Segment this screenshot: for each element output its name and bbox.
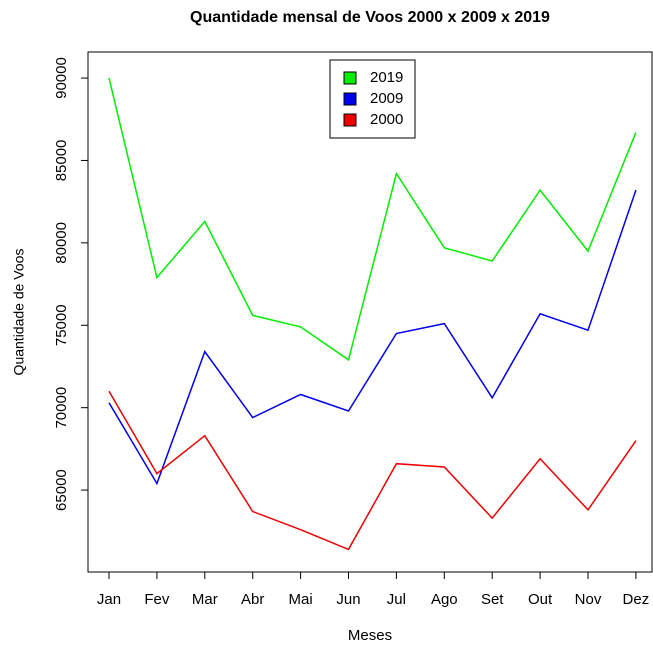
legend-label: 2019 [370,69,403,86]
legend-swatch [343,92,357,106]
series-line [108,77,637,362]
x-axis-label: Meses [348,627,392,644]
plot-frame [87,51,653,573]
x-tick-label: Mar [192,591,218,608]
legend-label: 2000 [370,111,403,128]
series-line [108,390,637,551]
legend-swatch [343,71,357,85]
x-tick-label: Nov [575,591,602,608]
x-tick-label: Jan [97,591,121,608]
x-tick-label: Out [528,591,553,608]
chart-title: Quantidade mensal de Voos 2000 x 2009 x … [190,9,550,26]
y-tick-label: 90000 [53,57,70,99]
y-axis-label: Quantidade de Voos [11,249,27,376]
x-tick-label: Set [481,591,504,608]
legend-label: 2009 [370,90,403,107]
y-tick-label: 70000 [53,387,70,429]
y-tick-label: 75000 [53,304,70,346]
y-tick-label: 85000 [53,140,70,182]
legend-swatch [343,113,357,127]
x-tick-label: Mai [289,591,313,608]
y-tick-label: 65000 [53,469,70,511]
series-line [108,189,637,486]
x-tick-label: Ago [431,591,458,608]
y-tick-label: 80000 [53,222,70,264]
x-tick-label: Jul [387,591,406,608]
x-tick-label: Jun [336,591,360,608]
x-tick-label: Fev [144,591,170,608]
x-tick-label: Dez [623,591,650,608]
x-tick-label: Abr [241,591,264,608]
